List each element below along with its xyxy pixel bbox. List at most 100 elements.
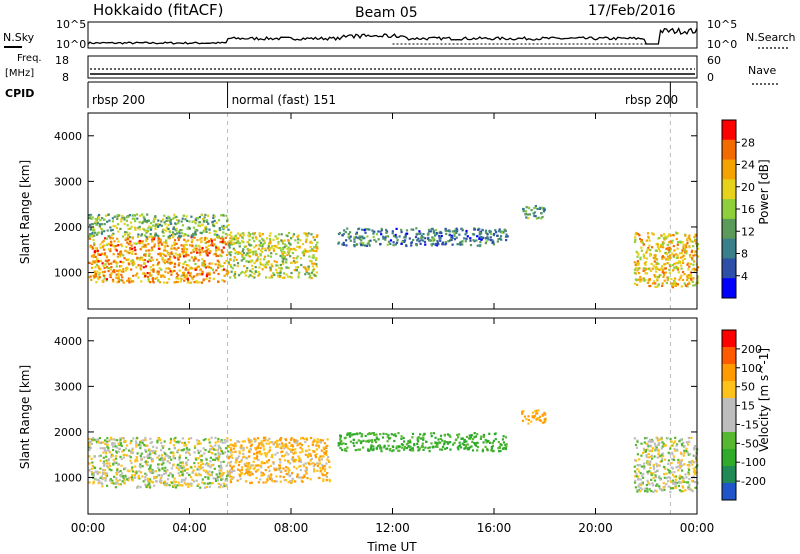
- data-cell: [644, 272, 647, 275]
- data-cell: [169, 218, 173, 221]
- data-cell: [175, 248, 178, 251]
- data-cell: [138, 239, 141, 243]
- data-cell: [684, 251, 687, 254]
- data-cell: [669, 249, 672, 252]
- data-cell: [261, 233, 264, 236]
- data-cell: [118, 269, 122, 272]
- data-cell: [130, 468, 133, 471]
- data-cell: [284, 459, 287, 462]
- data-cell: [193, 465, 197, 468]
- data-cell: [255, 476, 258, 480]
- data-cell: [659, 245, 663, 248]
- data-cell: [275, 261, 278, 264]
- data-cell: [107, 440, 110, 443]
- data-cell: [242, 452, 245, 456]
- data-cell: [137, 476, 140, 479]
- data-cell: [140, 234, 143, 237]
- data-cell: [676, 481, 679, 484]
- data-cell: [420, 236, 423, 239]
- data-cell: [325, 446, 328, 449]
- data-cell: [544, 417, 547, 420]
- data-cell: [272, 249, 276, 252]
- data-cell: [172, 270, 175, 273]
- data-cell: [139, 463, 142, 466]
- data-cell: [302, 464, 306, 468]
- data-cell: [101, 485, 104, 488]
- data-cell: [108, 248, 111, 251]
- colorbar-tick-label: 24: [741, 159, 755, 172]
- data-cell: [416, 446, 419, 449]
- data-cell: [635, 231, 638, 235]
- data-cell: [439, 448, 442, 451]
- data-cell: [380, 447, 383, 450]
- data-cell: [233, 273, 237, 276]
- data-cell: [468, 446, 472, 449]
- data-cell: [638, 458, 641, 461]
- data-cell: [185, 243, 188, 246]
- data-cell: [110, 438, 113, 441]
- data-cell: [88, 437, 91, 440]
- data-cell: [247, 449, 251, 452]
- data-cell: [304, 266, 307, 269]
- data-cell: [182, 234, 185, 237]
- data-cell: [312, 236, 315, 239]
- data-cell: [242, 447, 245, 450]
- data-cell: [639, 256, 642, 259]
- data-cell: [196, 251, 199, 254]
- data-cell: [101, 241, 104, 244]
- data-cell: [175, 275, 178, 279]
- data-cell: [279, 461, 282, 464]
- data-cell: [395, 447, 398, 450]
- data-cell: [661, 282, 664, 285]
- data-cell: [123, 478, 126, 481]
- data-cell: [177, 222, 180, 225]
- data-cell: [427, 233, 430, 236]
- data-cell: [170, 261, 173, 264]
- data-cell: [310, 241, 313, 244]
- data-cell: [214, 453, 217, 456]
- x-tick-label: 04:00: [172, 521, 207, 535]
- data-cell: [279, 254, 282, 257]
- data-cell: [323, 448, 326, 451]
- data-cell: [248, 255, 252, 258]
- data-cell: [430, 442, 433, 445]
- data-cell: [105, 452, 108, 455]
- data-cell: [249, 260, 252, 264]
- data-cell: [233, 249, 236, 252]
- data-cell: [459, 241, 462, 244]
- data-cell: [90, 266, 94, 269]
- data-cell: [108, 462, 111, 465]
- data-cell: [662, 246, 665, 249]
- data-cell: [492, 449, 495, 453]
- data-cell: [155, 233, 158, 237]
- data-cell: [463, 438, 466, 441]
- data-cell: [679, 467, 682, 470]
- data-cell: [115, 457, 118, 460]
- data-cell: [651, 440, 654, 443]
- data-cell: [298, 465, 301, 468]
- data-cell: [315, 263, 318, 266]
- data-cell: [128, 214, 131, 217]
- data-cell: [249, 233, 252, 236]
- data-cell: [649, 438, 652, 441]
- data-cell: [379, 433, 382, 436]
- data-cell: [291, 445, 295, 448]
- data-cell: [101, 270, 104, 274]
- data-cell: [248, 441, 251, 444]
- data-cell: [656, 484, 659, 487]
- data-cell: [248, 455, 251, 458]
- data-cell: [268, 247, 272, 250]
- data-cell: [633, 261, 636, 264]
- data-cell: [195, 247, 198, 250]
- data-cell: [642, 267, 645, 270]
- data-cell: [155, 223, 158, 226]
- data-cell: [229, 460, 233, 464]
- data-cell: [432, 231, 436, 234]
- data-cell: [130, 450, 133, 453]
- data-cell: [424, 237, 427, 240]
- data-cell: [279, 470, 282, 473]
- data-cell: [227, 262, 230, 266]
- data-cell: [215, 230, 218, 233]
- data-cell: [201, 466, 204, 469]
- data-cell: [94, 247, 97, 250]
